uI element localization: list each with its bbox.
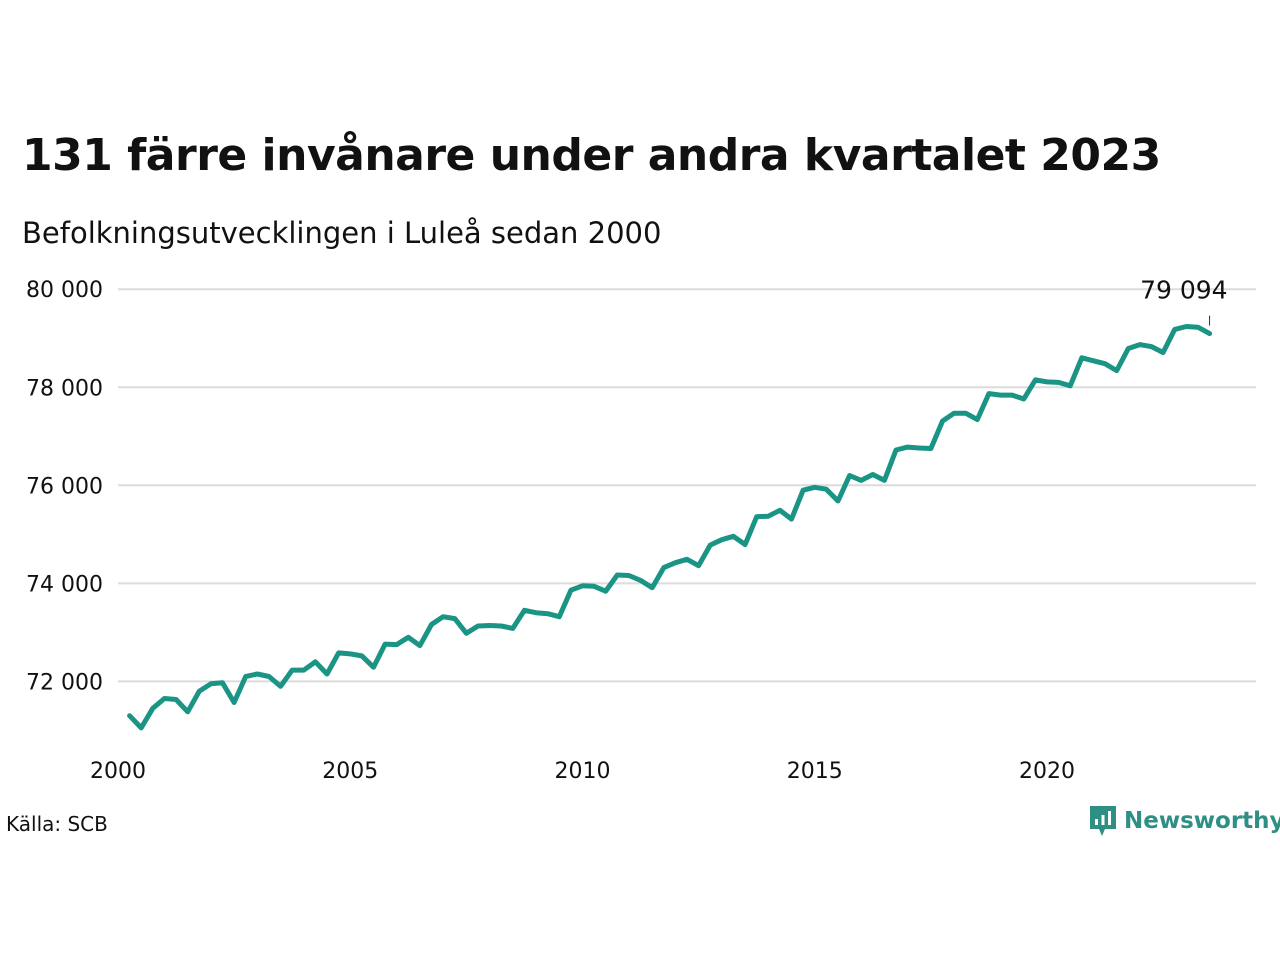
end-annotation: 79 094 [1140, 276, 1228, 326]
y-tick-label: 74 000 [26, 572, 103, 597]
x-tick-label: 2015 [787, 759, 843, 784]
gridlines [118, 288, 1256, 683]
end-value-label: 79 094 [1140, 276, 1227, 305]
newsworthy-logo-icon [1090, 806, 1116, 836]
y-axis-labels: 72 000 74 000 76 000 78 000 80 000 [26, 278, 103, 695]
brand-name: Newsworthy [1124, 808, 1280, 834]
series-line [127, 324, 1213, 731]
x-tick-label: 2010 [554, 759, 610, 784]
y-tick-label: 76 000 [26, 474, 103, 499]
y-tick-label: 78 000 [26, 376, 103, 401]
source-note: Källa: SCB [6, 812, 108, 836]
x-axis-labels: 2000 2005 2010 2015 2020 [90, 759, 1075, 784]
x-tick-label: 2020 [1019, 759, 1075, 784]
x-tick-label: 2000 [90, 759, 146, 784]
y-tick-label: 72 000 [26, 670, 103, 695]
y-tick-label: 80 000 [26, 278, 103, 303]
chart-title: 131 färre invånare under andra kvartalet… [22, 130, 1161, 181]
x-tick-label: 2005 [322, 759, 378, 784]
series-layer [127, 324, 1213, 731]
chart-subtitle: Befolkningsutvecklingen i Luleå sedan 20… [22, 216, 662, 250]
brand-logo: Newsworthy [1088, 804, 1280, 838]
